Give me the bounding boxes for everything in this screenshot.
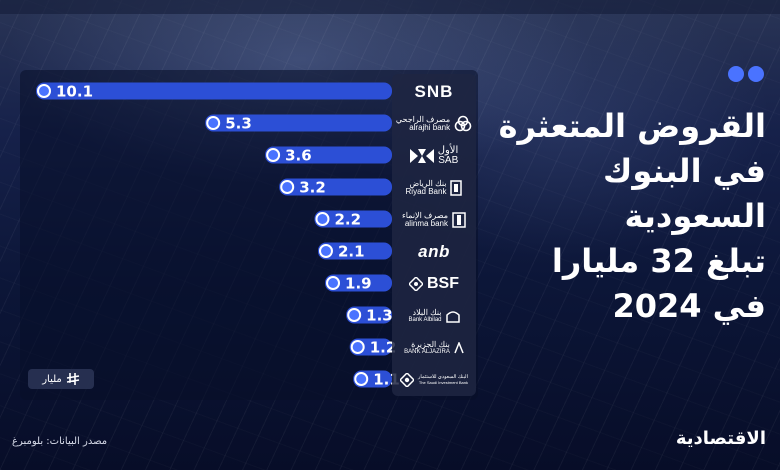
decorative-dots bbox=[728, 66, 764, 82]
logo-bsf: BSF bbox=[392, 268, 476, 300]
bar-end-dot-2 bbox=[266, 148, 281, 162]
logo-alinma-english: alinma bank bbox=[404, 219, 448, 228]
bar-value-label-0: 10.1 bbox=[56, 83, 93, 101]
aljazira-emblem-icon bbox=[454, 342, 464, 354]
headline-line-4: تبلغ 32 مليارا bbox=[551, 242, 766, 280]
bar-3 bbox=[279, 178, 392, 196]
top-strip bbox=[0, 0, 780, 14]
logo-albilad-english: Bank Albilad bbox=[408, 317, 442, 324]
unit-label: مليار bbox=[42, 373, 62, 385]
bar-value-label-3: 3.2 bbox=[299, 179, 326, 197]
logo-alinma: مصرف الإنماء alinma bank bbox=[392, 204, 476, 236]
alrajhi-emblem-icon bbox=[454, 115, 472, 132]
bar-end-dot-9 bbox=[354, 372, 369, 386]
bar-end-dot-5 bbox=[318, 244, 333, 258]
headline-line-2: في البنوك bbox=[603, 152, 766, 190]
bar-0 bbox=[36, 82, 392, 100]
bar-2 bbox=[265, 146, 392, 164]
bar-value-label-5: 2.1 bbox=[338, 243, 365, 261]
bar-value-label-8: 1.2 bbox=[370, 339, 397, 357]
dot-1 bbox=[728, 66, 744, 82]
logo-alinma-arabic: مصرف الإنماء bbox=[402, 210, 448, 220]
logo-alrajhi-english: alrajhi bank bbox=[409, 123, 451, 132]
sab-hexagon-icon bbox=[409, 149, 434, 163]
logo-aljazira-arabic: بنك الجزيرة bbox=[411, 339, 450, 349]
logo-riyad: بنك الرياض Riyad Bank bbox=[392, 172, 476, 204]
bar-end-dot-6 bbox=[326, 276, 341, 290]
logo-riyad-arabic: بنك الرياض bbox=[409, 178, 447, 188]
riyad-emblem-icon bbox=[450, 180, 463, 196]
headline-line-5: في 2024 bbox=[612, 287, 766, 325]
bar-4 bbox=[314, 210, 392, 228]
saib-emblem-icon bbox=[400, 373, 414, 387]
bar-6 bbox=[325, 274, 392, 292]
source-note: مصدر البيانات: بلومبرغ bbox=[12, 436, 108, 447]
logo-alrajhi: مصرف الراجحي alrajhi bank bbox=[392, 108, 476, 140]
bar-end-dot-0 bbox=[37, 84, 51, 98]
logo-snb: SNB bbox=[392, 76, 476, 108]
logo-aljazira-english: BANK ALJAZIRA bbox=[404, 349, 450, 356]
logo-aljazira: بنك الجزيرة BANK ALJAZIRA bbox=[392, 332, 476, 364]
bar-5 bbox=[317, 242, 392, 260]
logo-snb-text: SNB bbox=[414, 82, 454, 101]
riyal-symbol-icon bbox=[66, 373, 79, 385]
logo-sab-english: SAB bbox=[438, 155, 459, 166]
bar-value-label-1: 5.3 bbox=[225, 115, 252, 133]
bar-end-dot-3 bbox=[280, 180, 295, 194]
logo-alrajhi-arabic: مصرف الراجحي bbox=[395, 114, 451, 124]
bsf-emblem-icon bbox=[409, 277, 423, 291]
logo-albilad: بنك البلاد Bank Albilad bbox=[392, 300, 476, 332]
logo-bsf-text: BSF bbox=[427, 275, 459, 292]
logo-sab-arabic: الأول bbox=[437, 144, 459, 156]
headline-line-3: السعودية bbox=[624, 197, 766, 235]
dot-2 bbox=[748, 66, 764, 82]
logo-saib-english: The Saudi Investment Bank bbox=[418, 379, 468, 385]
headline: القروض المتعثرة في البنوك السعودية تبلغ … bbox=[466, 104, 766, 329]
headline-line-1: القروض المتعثرة bbox=[498, 107, 766, 145]
logo-anb-text: anb bbox=[418, 242, 450, 261]
brand-logo: الاقتصادية bbox=[675, 428, 766, 449]
bar-value-label-4: 2.2 bbox=[334, 211, 361, 229]
logo-anb: anb bbox=[392, 236, 476, 268]
logo-albilad-arabic: بنك البلاد bbox=[412, 307, 442, 317]
bar-value-label-7: 1.3 bbox=[366, 307, 393, 325]
logo-saib: البنك السعودي للاستثمار The Saudi Invest… bbox=[392, 364, 476, 396]
alinma-emblem-icon bbox=[452, 212, 466, 228]
bar-end-dot-8 bbox=[350, 340, 365, 354]
logo-sab: الأول SAB bbox=[392, 140, 476, 172]
bar-end-dot-4 bbox=[315, 212, 330, 226]
bar-1 bbox=[205, 114, 392, 132]
bar-value-label-2: 3.6 bbox=[285, 147, 312, 165]
unit-badge: مليار bbox=[28, 369, 94, 389]
logo-riyad-english: Riyad Bank bbox=[405, 187, 447, 196]
bar-value-label-6: 1.9 bbox=[345, 275, 372, 293]
bar-end-dot-1 bbox=[206, 116, 221, 130]
albilad-emblem-icon bbox=[445, 311, 460, 323]
bar-end-dot-7 bbox=[347, 308, 362, 322]
logo-saib-arabic: البنك السعودي للاستثمار bbox=[418, 374, 468, 381]
